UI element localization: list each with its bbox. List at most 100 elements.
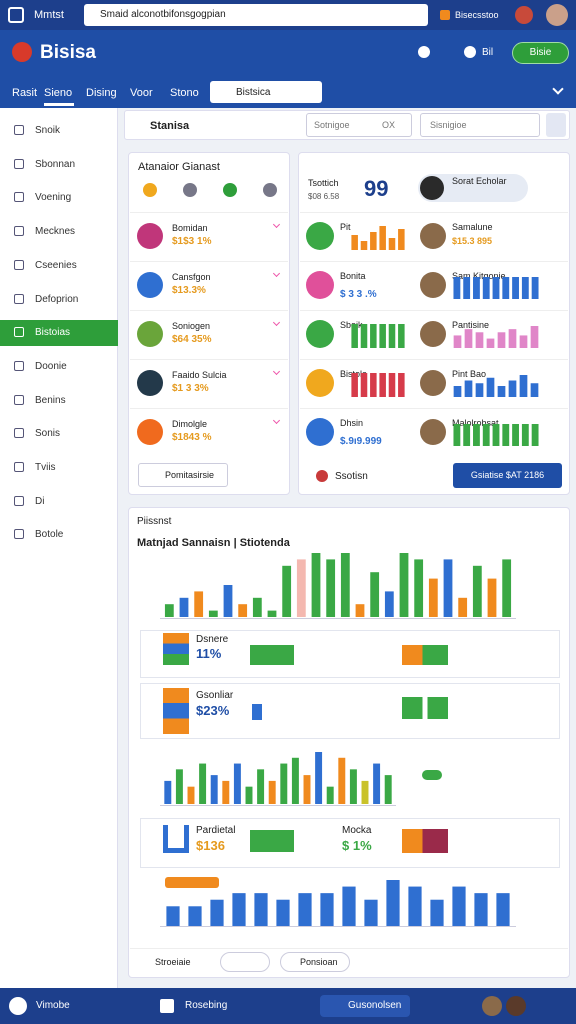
row-divider xyxy=(300,212,568,213)
bar xyxy=(355,604,365,617)
bar xyxy=(360,373,368,397)
bar xyxy=(486,338,495,348)
nav-tab[interactable]: Stono xyxy=(170,87,199,99)
bar xyxy=(530,326,539,348)
card-footer: Pomitasirsie xyxy=(165,470,215,480)
select-button[interactable] xyxy=(546,113,566,137)
footer-link[interactable]: Ponsioan xyxy=(300,957,338,967)
sidebar-item[interactable]: Mecknes xyxy=(35,226,76,238)
url-field[interactable] xyxy=(84,4,428,26)
row-name: Dimolgle xyxy=(172,419,208,429)
bar xyxy=(223,585,233,617)
bar xyxy=(398,373,405,397)
select-label: Sotnigoe xyxy=(314,120,350,130)
stat-value: $136 xyxy=(196,838,225,853)
row-value: $15.3 895 xyxy=(452,236,493,246)
kpi-label: Tsottich xyxy=(308,178,339,188)
stat-value: 11% xyxy=(196,646,222,661)
bar xyxy=(280,763,288,804)
block xyxy=(163,688,189,734)
sidebar-icon xyxy=(14,226,24,237)
row-divider xyxy=(130,359,288,360)
footer-button[interactable] xyxy=(280,952,350,972)
bar xyxy=(379,324,386,348)
bar xyxy=(482,277,490,299)
sidebar-icon xyxy=(14,259,24,270)
icon xyxy=(183,183,197,197)
nav-tab[interactable]: Voor xyxy=(130,87,153,99)
sidebar-icon xyxy=(14,192,24,203)
bar xyxy=(315,752,323,804)
back-icon xyxy=(8,7,24,23)
bar xyxy=(512,277,519,299)
sidebar-item[interactable]: Cseenies xyxy=(35,259,77,271)
sidebar-item[interactable]: Bistoias xyxy=(35,327,71,339)
bottom-middle[interactable]: Rosebing xyxy=(185,1000,228,1011)
row-divider xyxy=(300,261,568,262)
sidebar-item[interactable]: Botole xyxy=(35,529,64,541)
sidebar-icon xyxy=(14,125,24,135)
bar xyxy=(370,572,380,617)
sidebar-item[interactable]: Tviis xyxy=(35,462,56,473)
bar xyxy=(370,324,377,348)
sidebar-item[interactable]: Doonie xyxy=(35,360,67,372)
bottom-left[interactable]: Vimobe xyxy=(36,1000,70,1011)
bar xyxy=(531,277,539,299)
bar xyxy=(179,597,189,617)
sidebar-icon xyxy=(14,360,24,371)
bar xyxy=(364,899,378,926)
bar xyxy=(530,383,539,397)
footer-link[interactable]: Stroeiaie xyxy=(155,957,191,967)
icon xyxy=(223,183,237,197)
kpi-big: 99 xyxy=(364,176,389,201)
icon xyxy=(143,183,157,197)
bar xyxy=(492,277,500,299)
row-divider xyxy=(130,212,288,213)
bar xyxy=(166,906,180,926)
bar xyxy=(361,780,369,804)
sidebar-item[interactable]: Snoik xyxy=(35,125,61,136)
nav-tab[interactable]: Sieno xyxy=(44,87,73,99)
header-menu[interactable]: Bil xyxy=(482,47,494,58)
sidebar-item[interactable]: Sbonnan xyxy=(35,158,76,170)
icon xyxy=(306,271,334,299)
icon-button[interactable] xyxy=(220,952,270,972)
row-divider xyxy=(300,310,568,311)
bar xyxy=(496,893,510,926)
nav-tab[interactable]: Rasit xyxy=(12,87,38,99)
bar xyxy=(463,277,471,299)
bar xyxy=(475,383,484,397)
mini-chart xyxy=(453,326,539,348)
mini-chart xyxy=(164,752,392,804)
block xyxy=(250,830,294,852)
bottom-icon xyxy=(160,999,174,1013)
nav-tab[interactable]: Dising xyxy=(86,87,117,99)
stat-value: $ 1% xyxy=(342,838,372,853)
sidebar-item[interactable]: Sonis xyxy=(35,428,61,440)
bottom-pill[interactable] xyxy=(320,995,410,1017)
card-footer-button[interactable] xyxy=(138,463,228,487)
sidebar-item[interactable]: Benins xyxy=(35,394,66,406)
sidebar-item[interactable]: Voening xyxy=(35,192,72,204)
bar xyxy=(398,229,405,250)
row-divider xyxy=(130,310,288,311)
stat-name: Dsnere xyxy=(196,634,229,645)
sidebar-item[interactable]: Di xyxy=(35,495,45,507)
bottom-right[interactable]: Gusonolsen xyxy=(348,1000,402,1011)
select[interactable] xyxy=(420,113,540,137)
nav-dropdown[interactable] xyxy=(210,81,322,103)
avatar xyxy=(546,4,568,26)
row-name: Cansfgon xyxy=(172,272,211,282)
header-button[interactable]: Bisie xyxy=(512,42,569,64)
bar xyxy=(370,373,377,397)
avatar xyxy=(482,996,502,1016)
sidebar-item[interactable]: Defoprion xyxy=(35,293,79,305)
bar xyxy=(276,899,290,926)
bar xyxy=(175,769,183,804)
row-value: $ 3 3 .% xyxy=(340,289,377,300)
avatar xyxy=(420,272,446,298)
primary-button[interactable]: Gsiatise $AT 2186 xyxy=(453,463,562,488)
select[interactable] xyxy=(306,113,412,137)
bar xyxy=(164,604,174,617)
bar xyxy=(464,380,473,397)
